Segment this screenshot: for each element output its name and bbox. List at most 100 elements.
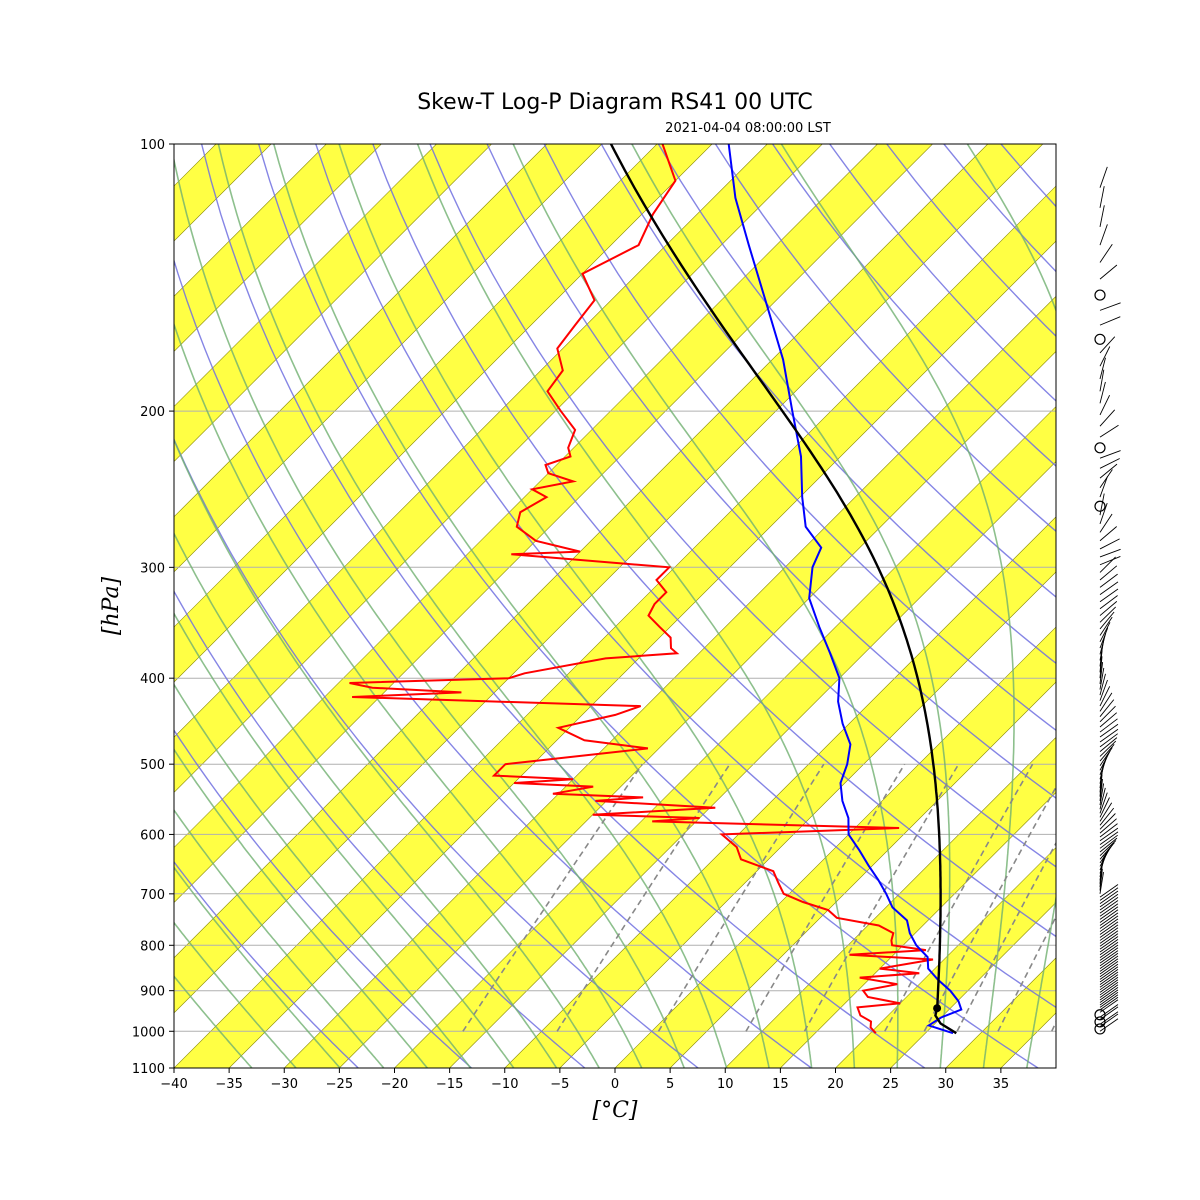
- dry-adiabat: [600, 144, 1056, 665]
- x-tick-label: −5: [550, 1077, 569, 1092]
- wind-barb: [1099, 787, 1106, 810]
- wind-barb: [1099, 463, 1118, 479]
- isotherm-band: [504, 516, 1056, 1068]
- moist-adiabat: [631, 144, 951, 1068]
- isotherm-band: [283, 295, 1056, 1068]
- moist-adiabat: [273, 144, 770, 1068]
- wind-barb: [1099, 912, 1119, 926]
- wind-barb: [1099, 705, 1116, 723]
- wind-barb: [1099, 933, 1119, 947]
- wind-barb: [1099, 976, 1119, 991]
- wind-barb: [1099, 712, 1117, 728]
- isotherm-band: [835, 847, 1056, 1068]
- wind-barb: [1099, 813, 1116, 830]
- x-tick-label: −35: [215, 1077, 242, 1092]
- wind-barb: [1099, 744, 1115, 762]
- dry-adiabat: [174, 729, 472, 1068]
- wind-barb: [1099, 974, 1119, 988]
- wind-barb: [1099, 316, 1121, 326]
- wind-barb: [1099, 807, 1115, 826]
- moist-adiabat: [174, 611, 515, 1068]
- parcel-trace: [609, 144, 957, 1035]
- dry-adiabat: [714, 144, 1056, 533]
- x-tick-label: 5: [666, 1077, 674, 1092]
- x-axis-label: [°C]: [593, 1098, 638, 1123]
- wind-barb: [1099, 493, 1105, 516]
- dry-adiabat: [1172, 144, 1200, 1068]
- wind-barb: [1099, 903, 1119, 917]
- moist-adiabat: [174, 531, 558, 1068]
- temperature-trace: [727, 144, 963, 1035]
- y-tick-label: 400: [140, 672, 165, 687]
- moist-adiabat: [174, 156, 685, 1068]
- wind-barb: [1099, 692, 1113, 712]
- calm-wind-circle: [1094, 333, 1106, 345]
- mixing-ratio-line: [923, 785, 1056, 1032]
- wind-barb: [1099, 872, 1104, 894]
- calm-wind-circle: [1094, 289, 1106, 301]
- wind-barb: [1099, 424, 1119, 438]
- x-tick-label: −30: [271, 1077, 298, 1092]
- wind-barb: [1099, 984, 1119, 998]
- wind-barb: [1099, 969, 1119, 983]
- calm-wind-circle: [1094, 442, 1106, 454]
- wind-barb: [1099, 679, 1108, 701]
- dry-adiabat: [429, 144, 1056, 868]
- wind-barb: [1099, 728, 1119, 743]
- isotherm-band: [0, 144, 51, 1068]
- wind-barb: [1099, 450, 1121, 459]
- wind-barb: [1099, 927, 1119, 941]
- wind-barb: [1099, 627, 1109, 649]
- y-tick-label: 600: [140, 828, 165, 843]
- wind-barb: [1099, 595, 1118, 610]
- wind-barb: [1099, 369, 1105, 392]
- wind-barb: [1099, 469, 1113, 488]
- x-tick-label: −10: [491, 1077, 518, 1092]
- dry-adiabat: [174, 860, 359, 1068]
- wind-barb: [1099, 1004, 1119, 1018]
- moist-adiabat: [1158, 144, 1200, 1068]
- wind-barb: [1099, 740, 1117, 757]
- isotherm-band: [174, 144, 603, 573]
- wind-barb: [1099, 548, 1121, 558]
- wind-barb: [1099, 336, 1116, 354]
- wind-barb: [1099, 166, 1108, 188]
- wind-barb: [1099, 971, 1119, 986]
- x-tick-label: −25: [326, 1077, 353, 1092]
- x-tick-label: −40: [160, 1077, 187, 1092]
- mixing-ratio-line: [556, 763, 731, 1032]
- mixing-ratio-line: [956, 841, 1056, 1032]
- wind-barb: [1099, 958, 1119, 972]
- wind-barb: [1099, 723, 1119, 738]
- wind-barb: [1099, 381, 1106, 404]
- wind-barb: [1099, 991, 1119, 1006]
- dry-adiabat: [657, 144, 1056, 598]
- wind-barb: [1099, 909, 1119, 923]
- moist-adiabat: [338, 144, 813, 1068]
- wind-barb: [1099, 802, 1113, 822]
- isotherm-band: [174, 185, 1056, 1068]
- isotherm-band: [174, 144, 823, 793]
- isotherm-band: [174, 144, 713, 683]
- moist-adiabat: [174, 808, 385, 1068]
- moist-adiabat: [174, 683, 472, 1068]
- y-tick-label: 200: [140, 405, 165, 420]
- dry-adiabats: [174, 144, 1200, 1068]
- x-tick-label: 10: [717, 1077, 734, 1092]
- wind-barb: [1099, 601, 1118, 616]
- isotherm-band: [1055, 1067, 1056, 1068]
- wind-barb: [1099, 792, 1108, 814]
- wind-barb: [1099, 884, 1119, 898]
- isotherm-band: [174, 144, 272, 242]
- plot-area: [0, 144, 1200, 1068]
- wind-barb: [1099, 1011, 1119, 1025]
- wind-barb: [1099, 950, 1119, 964]
- wind-barb: [1099, 186, 1105, 208]
- wind-barb: [1099, 224, 1108, 246]
- wind-barb: [1099, 837, 1118, 853]
- wind-barbs: [1094, 166, 1121, 1035]
- y-tick-label: 800: [140, 939, 165, 954]
- y-tick-label: 100: [140, 138, 165, 153]
- wind-barb: [1099, 944, 1119, 958]
